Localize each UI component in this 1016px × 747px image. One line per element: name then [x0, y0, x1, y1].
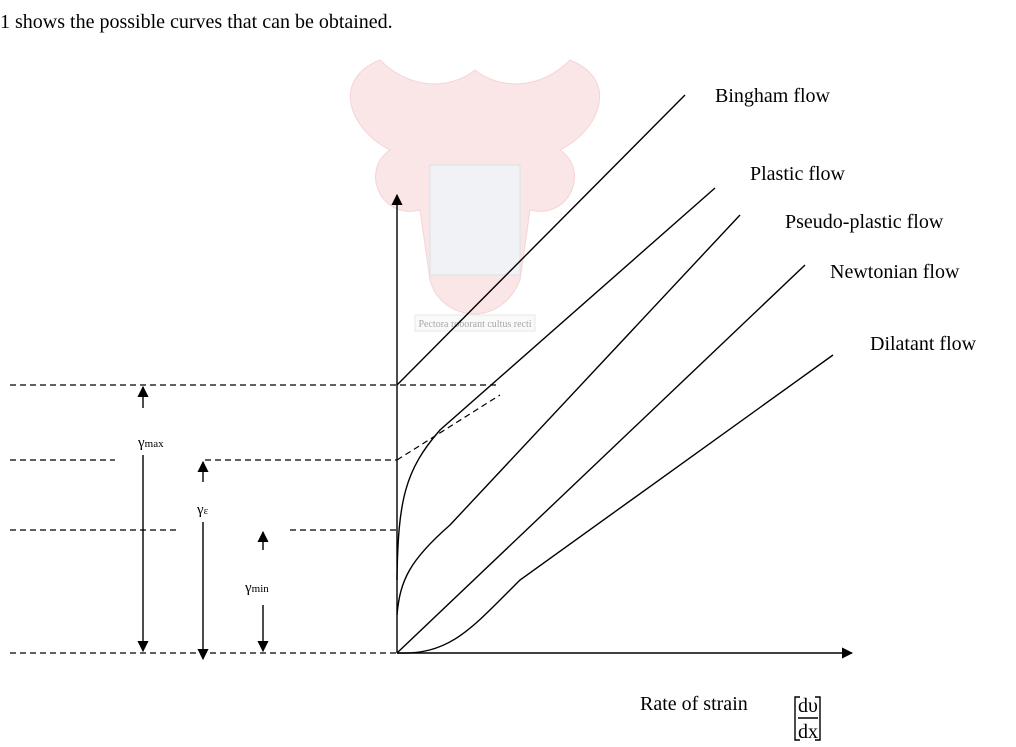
watermark-motto: Pectora roborant cultus recti [418, 319, 531, 330]
curve-label: Bingham flow [715, 85, 831, 107]
diagram: 1 shows the possible curves that can be … [0, 0, 1016, 747]
stress-label: γmax [137, 435, 164, 451]
curve-label: Newtonian flow [830, 261, 960, 283]
fraction-denominator: dx [798, 721, 818, 743]
curve-label: Plastic flow [750, 163, 846, 185]
intro-text: 1 shows the possible curves that can be … [0, 11, 393, 33]
curve-label: Dilatant flow [870, 333, 977, 355]
curve-label: Pseudo-plastic flow [785, 211, 944, 233]
fraction-numerator: dυ [798, 695, 818, 717]
watermark-crest: Pectora roborant cultus recti [350, 60, 599, 331]
plastic-extrapolation [397, 395, 500, 460]
stress-label: γmin [244, 580, 269, 596]
stress-label: γε [196, 502, 209, 518]
dilatant-curve [397, 355, 833, 653]
x-axis-label: Rate of strain [640, 693, 748, 715]
